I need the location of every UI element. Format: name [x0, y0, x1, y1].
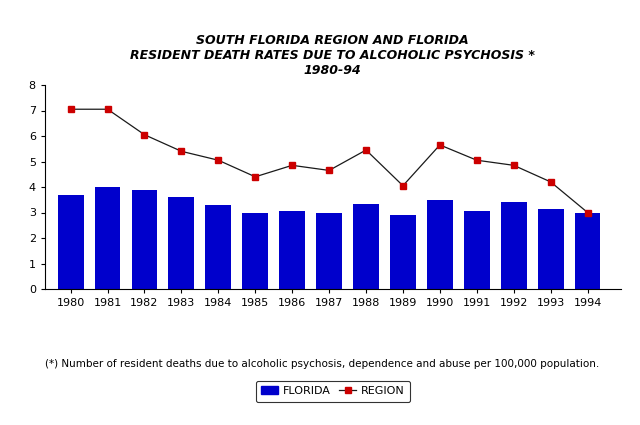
- Bar: [279, 211, 305, 289]
- Text: (*) Number of resident deaths due to alcoholic psychosis, dependence and abuse p: (*) Number of resident deaths due to alc…: [45, 359, 599, 369]
- Bar: [390, 215, 416, 289]
- Bar: [132, 190, 157, 289]
- Bar: [353, 204, 379, 289]
- Bar: [205, 205, 231, 289]
- Legend: FLORIDA, REGION: FLORIDA, REGION: [256, 381, 410, 402]
- Bar: [168, 197, 195, 289]
- Bar: [464, 211, 490, 289]
- Bar: [427, 200, 453, 289]
- Bar: [243, 212, 268, 289]
- Bar: [95, 187, 120, 289]
- Bar: [501, 202, 527, 289]
- Bar: [316, 212, 342, 289]
- Title: SOUTH FLORIDA REGION AND FLORIDA
RESIDENT DEATH RATES DUE TO ALCOHOLIC PSYCHOSIS: SOUTH FLORIDA REGION AND FLORIDA RESIDEN…: [131, 34, 535, 77]
- Bar: [58, 195, 84, 289]
- Bar: [538, 209, 564, 289]
- Bar: [575, 212, 600, 289]
